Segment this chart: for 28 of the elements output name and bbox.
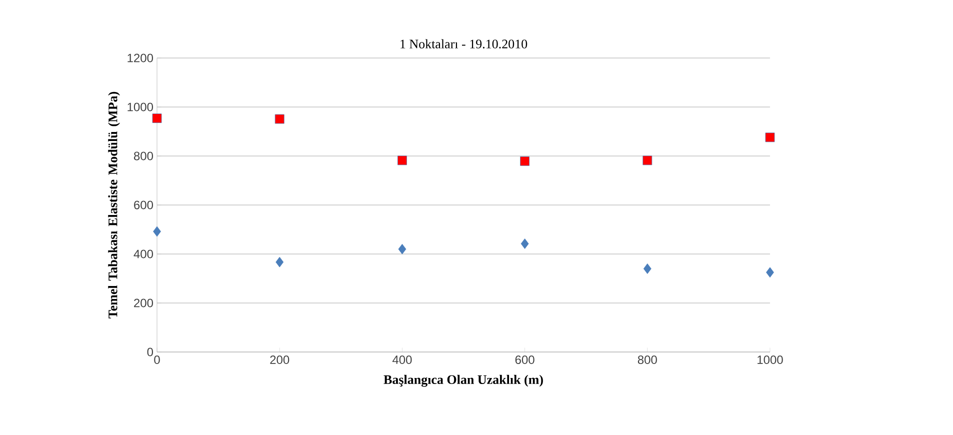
point xyxy=(153,226,161,237)
y-axis-title: Temel Tabakası Elastiste Modülü (MPa) xyxy=(108,92,120,318)
x-tick-label: 400 xyxy=(392,356,412,364)
x-tick-label: 1000 xyxy=(758,356,783,364)
x-tick-label: 800 xyxy=(638,356,657,364)
y-tick-label: 800 xyxy=(134,152,154,160)
point xyxy=(643,263,652,274)
y-tick-label: 600 xyxy=(134,200,154,210)
point xyxy=(398,244,406,254)
y-tick-label: 1200 xyxy=(128,54,154,62)
point xyxy=(520,156,530,166)
point xyxy=(765,132,775,142)
x-tick-label: 0 xyxy=(154,356,160,364)
point xyxy=(642,156,652,166)
chart-title: 1 Noktaları - 19.10.2010 xyxy=(400,39,528,48)
x-axis-title: Başlangıca Olan Uzaklık (m) xyxy=(384,374,543,387)
point xyxy=(152,114,162,123)
point xyxy=(398,156,407,166)
x-tick-label: 600 xyxy=(515,356,534,364)
x-tick-label: 200 xyxy=(270,356,290,364)
y-tick-label: 400 xyxy=(134,250,154,258)
y-tick-label: 1000 xyxy=(128,102,154,112)
point xyxy=(520,238,529,249)
y-tick-label: 0 xyxy=(147,348,154,356)
y-tick-label: 200 xyxy=(134,298,154,308)
point xyxy=(766,267,774,278)
point xyxy=(276,256,284,268)
point xyxy=(274,114,284,124)
